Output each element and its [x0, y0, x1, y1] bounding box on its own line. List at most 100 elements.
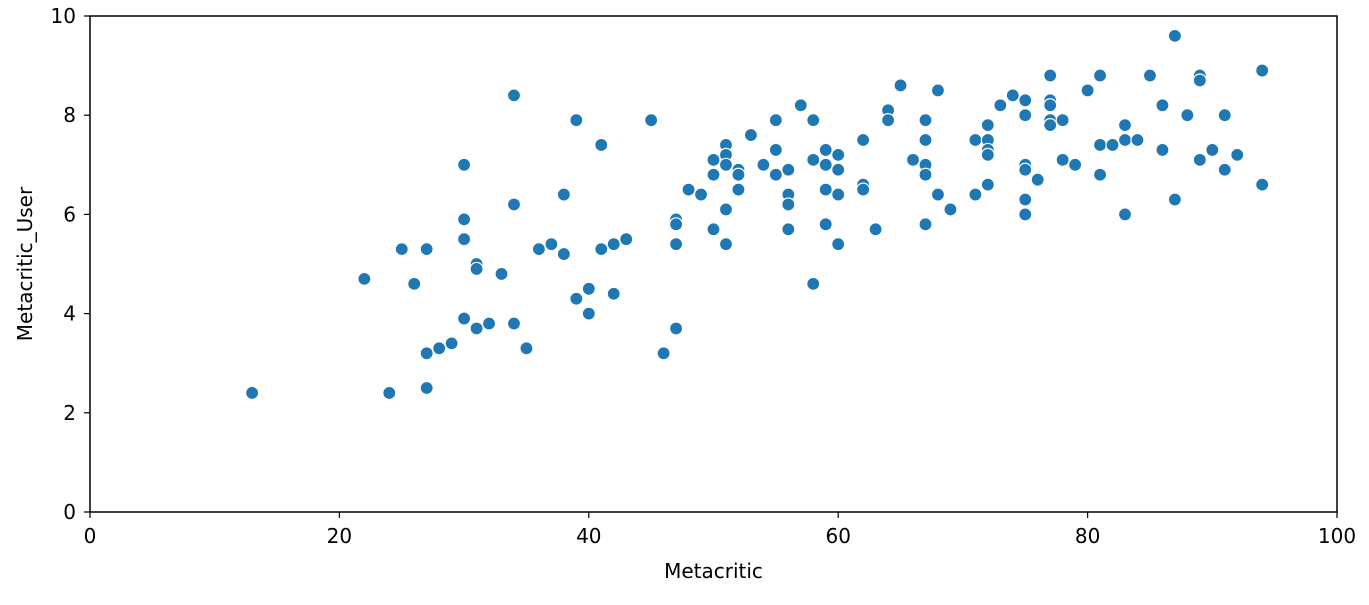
data-point [1117, 118, 1133, 133]
data-point [419, 346, 434, 361]
data-point [1155, 98, 1170, 113]
data-point [581, 306, 596, 321]
data-point [880, 113, 896, 128]
data-point [868, 222, 883, 237]
data-point [831, 162, 846, 177]
y-tick-label: 2 [63, 401, 76, 425]
y-axis-label: Metacritic_User [13, 186, 37, 341]
data-point [469, 261, 484, 277]
data-point [731, 167, 746, 182]
points-layer [245, 28, 1270, 401]
data-point [781, 162, 796, 177]
data-point [481, 316, 497, 331]
data-point [980, 177, 995, 192]
data-point [606, 237, 621, 252]
data-point [1018, 192, 1033, 207]
x-axis-ticks: 0 20 40 60 80 100 [84, 512, 1356, 548]
x-axis-label: Metacritic [664, 559, 763, 583]
data-point [556, 246, 571, 262]
y-axis-ticks: 0 2 4 6 8 10 [51, 4, 90, 524]
data-point [668, 237, 684, 252]
data-point [718, 237, 734, 252]
data-point [943, 202, 958, 217]
data-point [1080, 83, 1095, 98]
data-point [1092, 167, 1108, 182]
data-point [668, 321, 684, 336]
data-point [993, 98, 1008, 113]
data-point [544, 237, 559, 252]
data-point [469, 321, 484, 336]
y-tick-label: 0 [63, 500, 76, 524]
data-point [1055, 113, 1070, 128]
data-point [569, 291, 584, 306]
data-point [856, 132, 871, 148]
data-point [681, 182, 696, 197]
data-point [382, 385, 397, 401]
data-point [1192, 73, 1207, 88]
data-point [419, 380, 434, 396]
plot-frame [89, 15, 1338, 513]
data-point [1255, 177, 1270, 192]
data-point [718, 157, 734, 172]
data-point [743, 127, 759, 143]
data-point [1043, 118, 1058, 133]
data-point [594, 137, 609, 153]
data-point [1255, 63, 1270, 78]
x-tick-label: 0 [84, 524, 97, 548]
data-point [1167, 28, 1182, 43]
data-point [407, 276, 422, 291]
data-point [245, 385, 260, 401]
x-tick-label: 60 [825, 524, 850, 548]
data-point [444, 336, 459, 351]
data-point [1180, 108, 1195, 123]
data-point [656, 346, 671, 361]
y-tick-label: 8 [63, 103, 76, 127]
data-point [1068, 157, 1083, 172]
data-point [918, 217, 933, 232]
data-point [930, 83, 946, 98]
data-point [394, 242, 409, 257]
data-point [930, 187, 946, 202]
data-point [968, 132, 983, 148]
data-point [818, 217, 833, 232]
data-point [831, 147, 846, 162]
data-point [806, 113, 821, 128]
data-point [831, 237, 846, 252]
data-point [1117, 207, 1133, 222]
data-point [768, 142, 783, 158]
data-point [457, 157, 472, 172]
data-point [781, 197, 796, 212]
data-point [718, 202, 734, 217]
data-point [893, 78, 908, 93]
data-point [1018, 162, 1033, 177]
data-point [918, 132, 933, 148]
data-point [1030, 172, 1045, 187]
data-point [506, 88, 522, 103]
data-point [781, 222, 796, 237]
x-tick-label: 20 [327, 524, 352, 548]
data-point [1117, 132, 1133, 148]
data-point [706, 222, 721, 237]
data-point [581, 281, 596, 296]
data-point [1018, 108, 1033, 123]
data-point [644, 113, 659, 128]
data-point [806, 152, 821, 167]
data-point [531, 242, 547, 257]
data-point [818, 142, 833, 158]
data-point [594, 242, 609, 257]
data-point [831, 187, 846, 202]
data-point [818, 182, 833, 197]
data-point [668, 217, 684, 232]
data-point [918, 113, 933, 128]
data-point [357, 271, 372, 286]
data-point [1105, 137, 1120, 153]
data-point [1092, 68, 1108, 83]
data-point [1018, 93, 1033, 108]
data-point [1092, 137, 1108, 153]
data-point [506, 197, 522, 212]
data-point [756, 157, 771, 172]
data-point [1205, 142, 1220, 158]
x-tick-label: 100 [1318, 524, 1356, 548]
data-point [569, 113, 584, 128]
data-point [1043, 98, 1058, 113]
